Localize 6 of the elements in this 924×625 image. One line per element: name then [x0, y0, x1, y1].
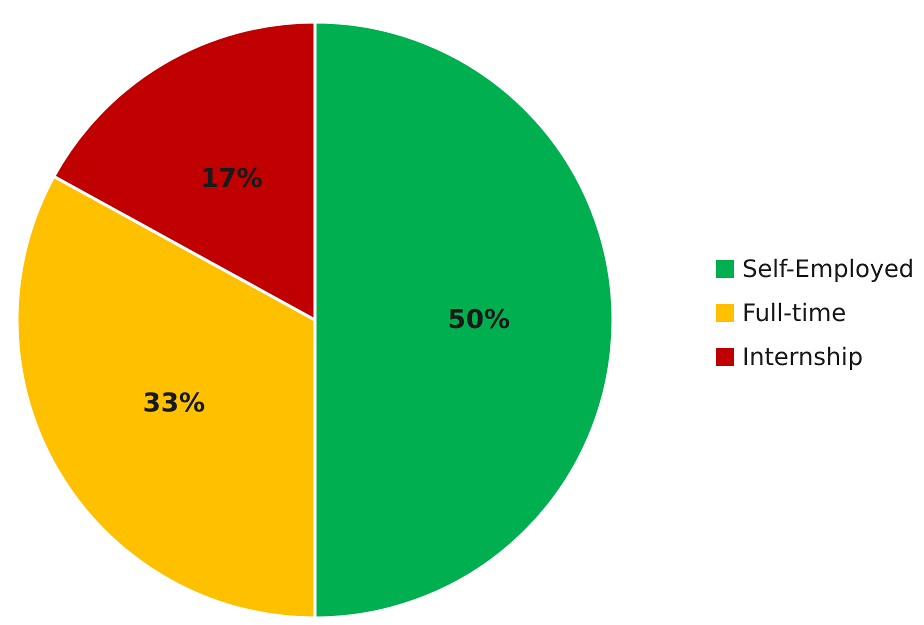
- legend-label: Self-Employed: [742, 254, 914, 284]
- data-label: 50%: [448, 305, 510, 335]
- data-label: 33%: [142, 388, 206, 418]
- legend-label: Internship: [742, 342, 863, 372]
- data-label: 17%: [200, 164, 263, 194]
- legend-label: Full-time: [742, 298, 846, 328]
